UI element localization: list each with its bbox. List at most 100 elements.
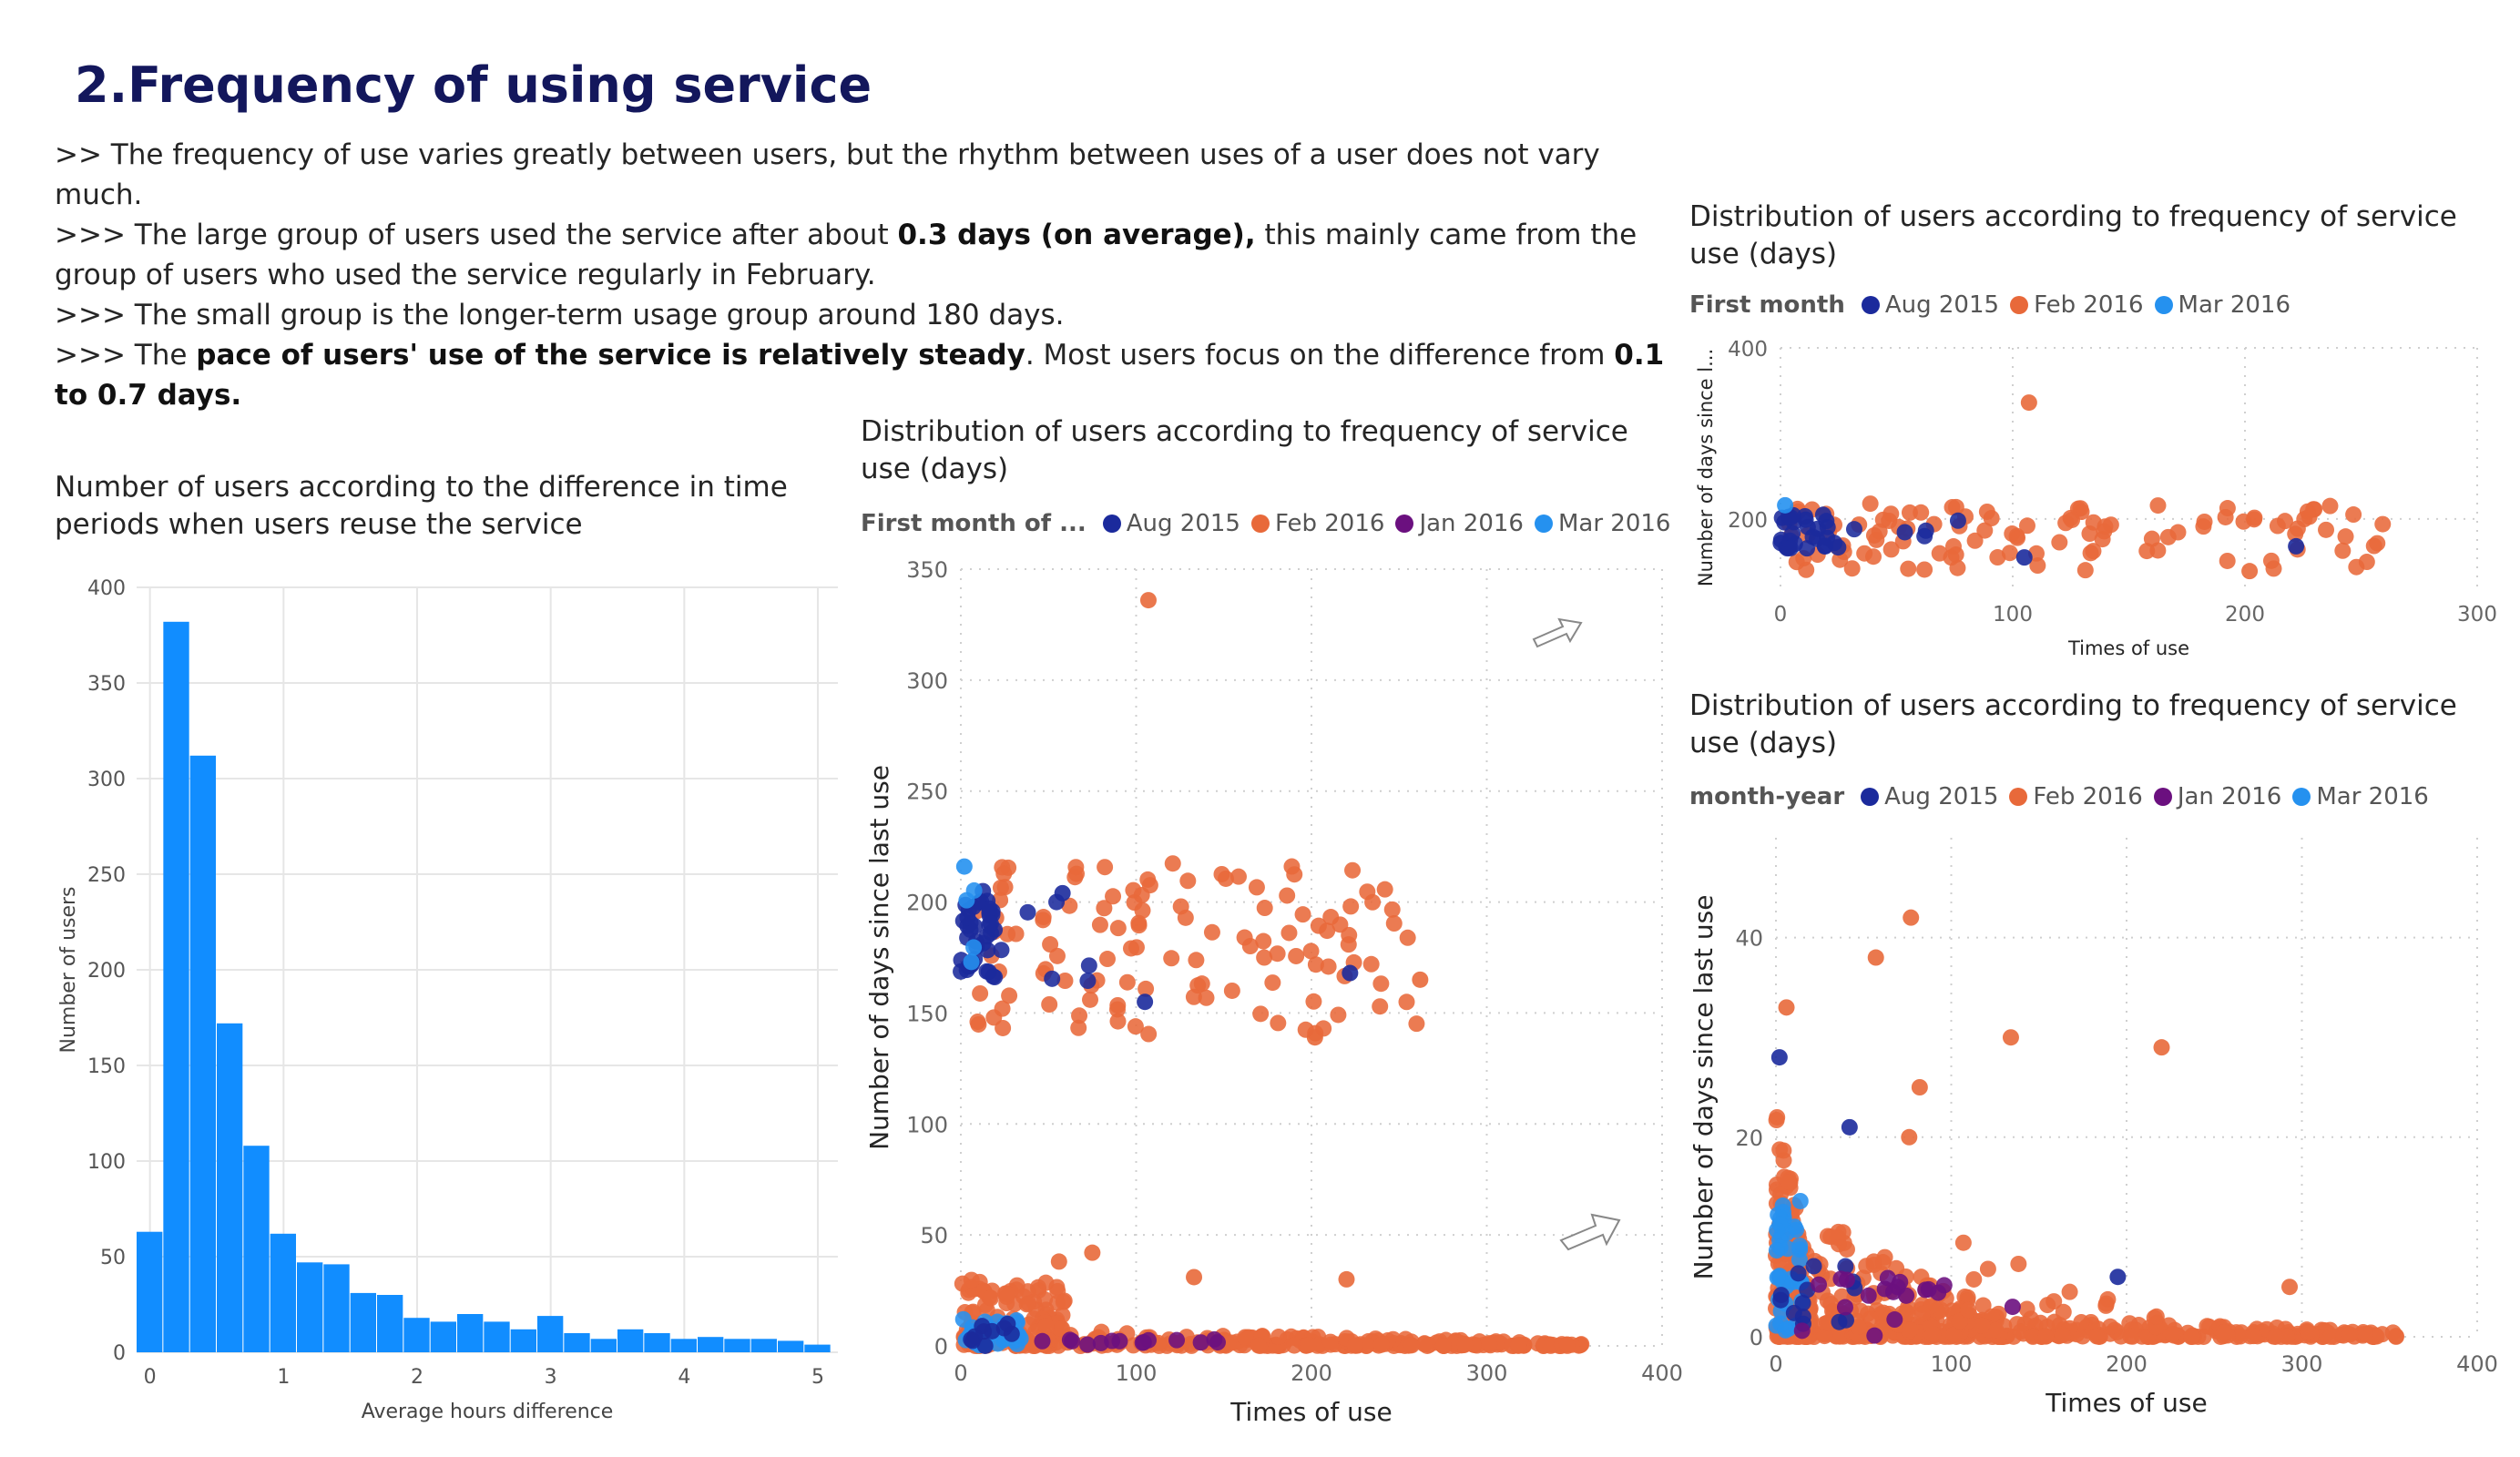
scatter-point (1408, 1015, 1425, 1033)
scatter-point (1780, 1174, 1798, 1191)
y-axis-label: Number of users (57, 886, 80, 1053)
scatter-point (1186, 1269, 1203, 1286)
legend-item[interactable]: Aug 2015 (1861, 291, 1999, 319)
legend-dot-icon (2292, 788, 2311, 806)
scatter-point (1916, 527, 1933, 545)
scatter-point (1809, 520, 1826, 537)
scatter-point (1372, 1336, 1390, 1353)
legend-dot-icon (1395, 515, 1414, 533)
scatter-point (1836, 1299, 1853, 1316)
legend-item[interactable]: Feb 2016 (2010, 291, 2144, 319)
scatter-point (1796, 507, 1813, 525)
y-tick-label: 400 (87, 577, 126, 600)
scatter-point (2241, 563, 2259, 580)
scatter-point (963, 953, 980, 971)
y-tick-label: 100 (87, 1151, 126, 1174)
scatter-point (1001, 987, 1018, 1004)
y-tick-label: 350 (87, 673, 126, 696)
scatter-point (1865, 526, 1882, 544)
scatter-point (1192, 1334, 1209, 1351)
scatter-point (1976, 522, 1994, 539)
legend-item[interactable]: Feb 2016 (2009, 783, 2143, 810)
scatter-point (1048, 947, 1066, 964)
histogram-bar (670, 1339, 697, 1352)
y-tick-label: 0 (113, 1342, 126, 1365)
scatter-point (1974, 1297, 1992, 1314)
scatter-point (985, 968, 1002, 985)
scatter-point (2365, 537, 2382, 555)
scatter-point (1044, 970, 1061, 987)
scatter-point (1330, 1006, 1347, 1024)
scatter-point (1019, 903, 1036, 921)
scatter-point (1347, 1337, 1364, 1354)
scatter-point (955, 858, 973, 875)
scatter-point (2169, 524, 2187, 541)
scatter-point (2219, 552, 2236, 569)
scatter-point (1811, 1276, 1828, 1293)
scatter-top-legend[interactable]: First month Aug 2015 Feb 2016 Mar 2016 (1689, 291, 2301, 319)
scatter-point (1372, 998, 1389, 1015)
scatter-point (1945, 1326, 1963, 1343)
scatter-point (1270, 1329, 1287, 1346)
note-text: >>> The (55, 339, 197, 372)
x-tick-label: 200 (2106, 1351, 2148, 1377)
y-tick-label: 100 (906, 1112, 948, 1137)
y-tick-label: 250 (906, 779, 948, 805)
legend-item[interactable]: Feb 2016 (1250, 510, 1384, 537)
scatter-point (1050, 1253, 1067, 1270)
scatter-point (1248, 879, 1265, 896)
scatter-point (1876, 1280, 1893, 1298)
scatter-bottom-legend[interactable]: month-year Aug 2015 Feb 2016 Jan 2016 Mar 20… (1689, 783, 2440, 810)
scatter-point (1913, 1305, 1931, 1322)
scatter-point (2183, 1329, 2200, 1345)
scatter-point (2076, 562, 2094, 579)
scatter-point (2387, 1328, 2404, 1345)
scatter-point (1064, 1332, 1081, 1350)
scatter-point (1096, 900, 1113, 917)
scatter-top-title: Distribution of users according to frequ… (1689, 200, 2457, 270)
legend-item[interactable]: Mar 2016 (2154, 291, 2290, 319)
note-text: >> The frequency of use varies greatly b… (55, 138, 1600, 211)
legend-dot-icon (2010, 296, 2029, 314)
scatter-point (976, 1337, 994, 1354)
scatter-point (1080, 957, 1097, 974)
legend-item[interactable]: Mar 2016 (2292, 783, 2429, 810)
legend-item[interactable]: Jan 2016 (2153, 783, 2281, 810)
y-axis-label: Number of days since last use (864, 765, 894, 1150)
scatter-point (2081, 525, 2098, 543)
scatter-point (1867, 949, 1884, 966)
note-line: >>> The large group of users used the se… (55, 215, 1676, 295)
histogram-bar (189, 755, 216, 1352)
scatter-point (993, 942, 1010, 959)
scatter-point (1342, 964, 1359, 982)
scatter-point (1845, 521, 1862, 538)
legend-dot-icon (1102, 515, 1121, 533)
scatter-point (2015, 549, 2033, 566)
scatter-point (1924, 1325, 1942, 1342)
scatter-point (1898, 1287, 1915, 1304)
scatter-point (1322, 909, 1340, 926)
scatter-point (1134, 1334, 1151, 1351)
scatter-main-legend[interactable]: First month of ... Aug 2015 Feb 2016 Jan 20… (861, 510, 1681, 537)
scatter-point (963, 1330, 980, 1348)
scatter-point (2299, 503, 2316, 520)
scatter-point (1307, 956, 1324, 973)
scatter-point (1949, 512, 1966, 529)
scatter-point (1130, 914, 1148, 932)
x-tick-label: 0 (1774, 603, 1788, 627)
scatter-point (2337, 528, 2354, 545)
scatter-point (1036, 1291, 1054, 1309)
scatter-point (1256, 900, 1273, 917)
x-tick-label: 2 (411, 1366, 423, 1389)
scatter-point (2102, 516, 2119, 534)
legend-item[interactable]: Jan 2016 (1395, 510, 1524, 537)
legend-item[interactable]: Aug 2015 (1861, 783, 1998, 810)
scatter-point (1320, 958, 1337, 975)
legend-item[interactable]: Aug 2015 (1102, 510, 1240, 537)
scatter-point (1816, 537, 1833, 555)
legend-item[interactable]: Mar 2016 (1534, 510, 1670, 537)
